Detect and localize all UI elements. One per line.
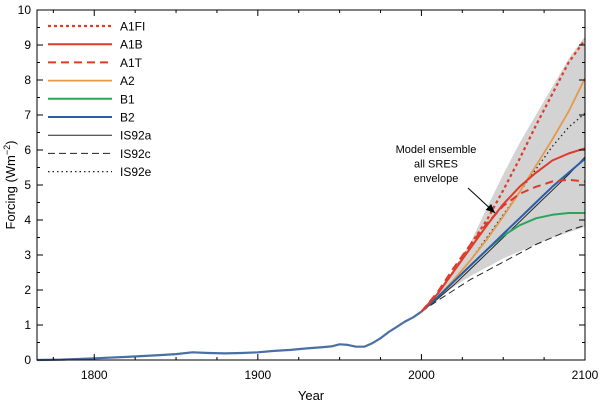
annotation-text: all SRES	[414, 159, 458, 171]
legend-label-a1fi: A1FI	[120, 20, 145, 34]
legend-label-b1: B1	[120, 92, 135, 106]
series-line-is92a	[421, 156, 586, 313]
legend-label-is92a: IS92a	[120, 129, 152, 143]
y-tick-label: 10	[18, 3, 32, 17]
y-tick-label: 0	[24, 353, 31, 367]
series-line-a1fi	[420, 39, 586, 313]
ticks-layer: 0 1 2 3 4 5 6 7 8 9 10 1800 1900 2000 2100	[18, 3, 599, 382]
legend-label-is92c: IS92c	[120, 147, 151, 161]
x-tick-label: 1900	[244, 368, 271, 382]
y-axis-title-main: Forcing (Wm	[3, 155, 18, 229]
envelope-layer	[421, 36, 585, 312]
x-tick-label: 2100	[572, 368, 599, 382]
historical-layer	[36, 310, 423, 362]
y-tick-label: 1	[24, 318, 31, 332]
y-tick-label: 7	[24, 108, 31, 122]
series-line-is92c	[421, 224, 586, 313]
y-axis-title-close: )	[3, 141, 18, 145]
annotation-text: Model ensemble	[396, 144, 477, 156]
y-tick-label: 4	[24, 213, 31, 227]
series-layer	[420, 39, 586, 313]
x-tick-label: 1800	[81, 368, 108, 382]
annotation-arrow-head	[485, 203, 496, 213]
y-tick-label: 2	[24, 283, 31, 297]
y-axis-title-sup: −2	[2, 145, 12, 155]
annotation-text: envelope	[414, 173, 459, 185]
x-axis-title: Year	[298, 388, 325, 403]
series-line-a1t	[420, 178, 586, 313]
legend: A1FI A1B A1T A2 B1 B2 IS92a IS92c IS92e	[48, 20, 152, 179]
legend-label-a1t: A1T	[120, 56, 143, 70]
y-tick-label: 5	[24, 178, 31, 192]
y-axis-title: Forcing (Wm−2)	[2, 141, 18, 230]
envelope-area	[421, 36, 585, 312]
y-tick-label: 8	[24, 73, 31, 87]
legend-label-a2: A2	[120, 74, 135, 88]
series-line-b2	[420, 158, 586, 313]
historical-line	[36, 310, 423, 362]
legend-label-b2: B2	[120, 111, 135, 125]
annotation-layer: Model ensemble all SRES envelope	[396, 144, 496, 214]
legend-label-a1b: A1B	[120, 38, 143, 52]
y-tick-label: 3	[24, 248, 31, 262]
x-tick-label: 2000	[408, 368, 435, 382]
y-tick-label: 9	[24, 38, 31, 52]
y-tick-label: 6	[24, 143, 31, 157]
legend-label-is92e: IS92e	[120, 165, 152, 179]
series-line-is92e	[420, 112, 586, 313]
